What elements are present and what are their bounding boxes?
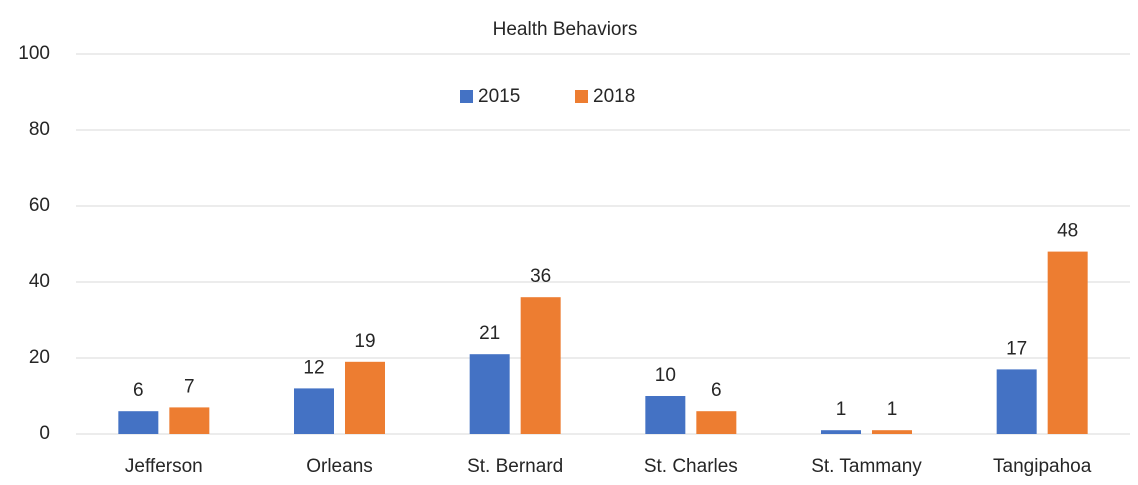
bar	[996, 369, 1037, 434]
y-tick-label: 100	[18, 43, 50, 64]
bar	[294, 388, 334, 434]
bar	[645, 396, 686, 434]
bar	[520, 297, 561, 434]
x-tick-label: Tangipahoa	[993, 456, 1092, 477]
value-label: 10	[655, 365, 676, 386]
y-tick-label: 20	[29, 347, 50, 368]
x-tick-label: Orleans	[306, 456, 373, 477]
x-tick-label: St. Tammany	[811, 456, 922, 477]
value-label: 1	[836, 399, 847, 420]
bar	[872, 430, 912, 434]
y-tick-label: 0	[39, 423, 50, 444]
legend-swatch	[575, 90, 588, 103]
y-tick-label: 60	[29, 195, 50, 216]
bar	[169, 407, 210, 434]
bar	[821, 430, 861, 434]
bar	[469, 354, 510, 434]
legend-label: 2018	[593, 86, 635, 107]
y-tick-label: 40	[29, 271, 50, 292]
value-label: 36	[530, 266, 551, 287]
value-label: 48	[1057, 221, 1078, 242]
bar	[1047, 251, 1088, 434]
bar	[118, 411, 159, 434]
x-tick-label: Jefferson	[125, 456, 203, 477]
value-label: 12	[303, 357, 324, 378]
value-label: 1	[887, 399, 898, 420]
value-label: 6	[133, 380, 144, 401]
legend-label: 2015	[478, 86, 520, 107]
bar	[345, 361, 385, 434]
value-label: 21	[479, 323, 500, 344]
legend-swatch	[460, 90, 473, 103]
bar	[696, 411, 737, 434]
x-tick-label: St. Bernard	[467, 456, 563, 477]
x-tick-label: St. Charles	[644, 456, 738, 477]
value-label: 6	[711, 380, 722, 401]
value-label: 7	[184, 376, 195, 397]
y-tick-label: 80	[29, 119, 50, 140]
chart-title: Health Behaviors	[493, 19, 638, 40]
value-label: 19	[354, 331, 375, 352]
value-label: 17	[1006, 338, 1027, 359]
